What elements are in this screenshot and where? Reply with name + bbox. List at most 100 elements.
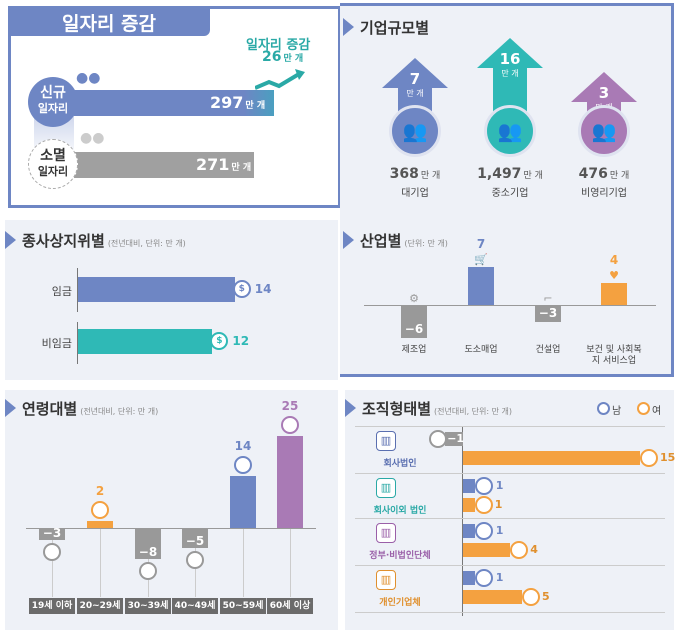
status-title: 종사상지위별 (전년대비, 단위: 만 개) <box>22 230 186 251</box>
section-marker-icon <box>5 231 16 249</box>
age-value: 25 <box>281 398 299 413</box>
org-label: 회사법인 <box>383 459 417 469</box>
org-label: 정부·비법인단체 <box>369 551 431 561</box>
status-title-text: 종사상지위별 <box>22 232 105 250</box>
new-jobs-bar <box>74 90 274 116</box>
male-icon <box>429 430 448 448</box>
size-total-unit: 만 개 <box>523 171 543 181</box>
size-total-number: 1,497 <box>477 166 522 182</box>
change-title: 일자리 증감 <box>246 38 311 53</box>
building-icon: ▥ <box>376 431 396 451</box>
people-icon: ●● <box>80 130 105 146</box>
row-divider <box>355 518 665 519</box>
new-number: 297 <box>210 93 244 112</box>
office-icon: ▥ <box>376 478 396 498</box>
size-name: 대기업 <box>401 188 429 199</box>
status-note: (전년대비, 단위: 만 개) <box>107 239 186 248</box>
female-icon <box>640 449 658 467</box>
section-marker-icon <box>5 399 16 417</box>
size-change-value: 3 <box>598 84 610 102</box>
size-total-number: 368 <box>389 166 419 182</box>
size-name: 비영리기업 <box>581 188 627 199</box>
person-face-icon <box>234 456 252 475</box>
people-group-icon: 👥 <box>484 105 536 157</box>
age-note: (전년대비, 단위: 만 개) <box>80 407 159 416</box>
legend-male-icon <box>597 402 610 415</box>
money-bag-icon: $ <box>210 332 229 350</box>
industry-title-text: 산업별 <box>360 232 402 250</box>
industry-title: 산업별 (단위: 만 개) <box>360 230 448 251</box>
age-guide <box>290 529 291 597</box>
industry-value: 4 <box>609 253 619 268</box>
status-bar <box>78 277 235 302</box>
age-bar <box>230 476 256 528</box>
org-title-text: 조직형태별 <box>362 400 432 418</box>
male-icon <box>474 477 493 495</box>
female-icon <box>522 588 540 606</box>
male-value: 1 <box>495 479 504 492</box>
lost-jobs-circle: 소멸 일자리 <box>28 139 78 189</box>
age-label: 50~59세 <box>220 598 266 614</box>
age-bar <box>87 520 113 528</box>
size-total: 476 만 개 <box>559 166 649 182</box>
org-axis <box>462 426 463 616</box>
government-icon: ▥ <box>376 523 396 543</box>
age-label: 60세 이상 <box>267 598 313 614</box>
lost-unit: 만 개 <box>231 163 252 173</box>
section-marker-icon <box>343 18 354 36</box>
age-value: −8 <box>138 544 158 559</box>
industry-value: −3 <box>538 306 558 321</box>
age-label: 30~39세 <box>125 598 171 614</box>
person-face-icon <box>281 415 299 434</box>
status-label: 비임금 <box>41 337 72 350</box>
size-change-value: 7 <box>409 70 421 88</box>
male-bar <box>463 479 475 493</box>
industry-note: (단위: 만 개) <box>404 239 448 248</box>
male-icon <box>474 569 493 587</box>
section-marker-icon <box>345 399 356 417</box>
jobs-title: 일자리 증감 <box>62 13 157 35</box>
heart-icon: ♥ <box>609 269 619 283</box>
female-bar <box>463 543 511 557</box>
industry-label: 제조업 <box>401 345 427 355</box>
female-value: 4 <box>530 543 538 556</box>
section-marker-icon <box>343 231 354 249</box>
new-unit: 만 개 <box>245 101 266 111</box>
age-bar <box>277 435 303 528</box>
age-bar <box>135 529 161 559</box>
female-icon <box>474 496 493 514</box>
male-value: 1 <box>495 524 504 537</box>
female-value: 5 <box>542 590 550 603</box>
industry-label: 도소매업 <box>464 345 498 355</box>
size-change-value: 16 <box>499 50 521 68</box>
age-axis <box>26 528 316 529</box>
org-title: 조직형태별 (전년대비, 단위: 만 개) <box>362 398 512 419</box>
up-arrow-icon <box>382 58 448 115</box>
change-value: 26 만 개 <box>262 49 303 65</box>
female-bar <box>463 590 522 604</box>
male-value: 1 <box>495 571 504 584</box>
size-title: 기업규모별 <box>360 19 430 37</box>
crane-icon: ⌐ <box>543 292 553 305</box>
size-name: 중소기업 <box>491 188 529 199</box>
lost-label: 소멸 <box>40 148 66 164</box>
male-bar <box>463 524 475 538</box>
gear-icon: ⚙ <box>409 292 419 305</box>
age-value: −3 <box>42 526 62 541</box>
status-value: 12 <box>232 334 250 348</box>
age-label: 19세 이하 <box>29 598 75 614</box>
size-change-unit: 만 개 <box>501 69 519 78</box>
status-axis <box>77 322 78 364</box>
size-total: 1,497 만 개 <box>465 166 555 182</box>
industry-bar <box>468 267 494 305</box>
industry-label: 건설업 <box>535 345 561 355</box>
size-change-unit: 만 개 <box>406 89 424 98</box>
growth-arrow-icon <box>254 68 305 90</box>
lost-jobs-bar <box>74 152 254 178</box>
age-guide <box>100 529 101 597</box>
lost-number: 271 <box>196 155 230 174</box>
cart-icon: 🛒 <box>474 253 488 267</box>
age-bar <box>39 529 65 541</box>
change-unit: 만 개 <box>283 54 304 64</box>
age-value: 2 <box>95 483 105 498</box>
